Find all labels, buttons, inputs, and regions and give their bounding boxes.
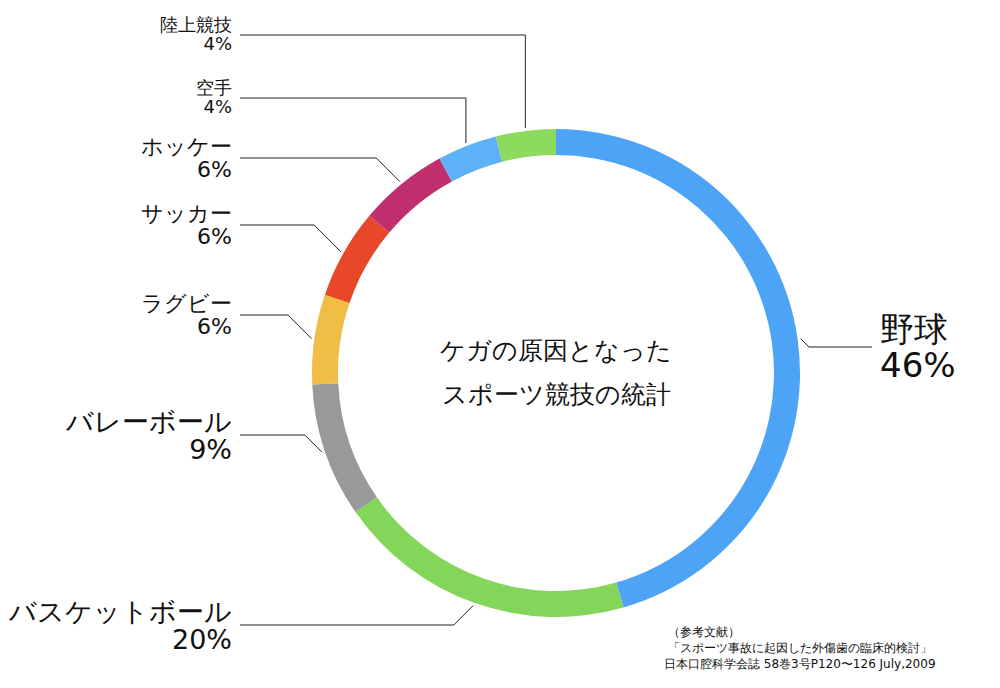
label-name: ラグビー [141, 291, 232, 316]
label-value: 4% [203, 33, 232, 54]
source: （参考文献） 「スポーツ事故に起因した外傷歯の臨床的検討」日本口腔科学会誌 58巻… [664, 625, 936, 671]
slice [312, 383, 377, 512]
leader-line [240, 35, 525, 128]
chart: ケガの原因となったスポーツ競技の統計 野球46% バスケットボール20% バレーボール… [0, 0, 1000, 688]
plot [312, 129, 800, 617]
label-value: 6% [197, 224, 232, 249]
label-value: 6% [197, 314, 232, 339]
leader-line [801, 339, 872, 347]
slice [369, 159, 452, 233]
source-line: 「スポーツ事故に起因した外傷歯の臨床的検討」 [668, 641, 932, 655]
label-name: サッカー [141, 201, 232, 226]
labels: 野球46%バスケットボール20%バレーボール9%ラグビー6%サッカー6%ホッケー… [8, 14, 956, 655]
slice [440, 137, 503, 182]
label-name: 陸上競技 [160, 14, 232, 35]
label-value: 20% [172, 624, 232, 655]
label-value: 4% [203, 96, 232, 117]
slice [496, 129, 556, 162]
slice [556, 129, 800, 608]
label-name: バレーボール [65, 406, 232, 437]
slice [356, 497, 624, 617]
title: ケガの原因となった [440, 336, 672, 365]
title-group: ケガの原因となったスポーツ競技の統計 [440, 336, 672, 409]
slice [312, 295, 350, 385]
source-line: 日本口腔科学会誌 58巻3号P120〜126 July,2009 [664, 657, 936, 671]
leader-line [240, 315, 311, 339]
label-name: バスケットボール [8, 596, 232, 627]
label-value: 6% [197, 157, 232, 182]
leader-line [240, 98, 466, 143]
label-name: 野球 [880, 309, 948, 349]
leader-line [240, 225, 341, 252]
leader-line [240, 435, 322, 452]
leader-line [240, 606, 473, 625]
slice [325, 216, 389, 303]
label-name: 空手 [196, 77, 232, 98]
leader-line [240, 158, 400, 182]
label-value: 46% [880, 345, 956, 385]
source-line: （参考文献） [668, 625, 740, 639]
label-value: 9% [189, 434, 232, 465]
title: スポーツ競技の統計 [442, 380, 671, 409]
label-name: ホッケー [141, 134, 232, 159]
